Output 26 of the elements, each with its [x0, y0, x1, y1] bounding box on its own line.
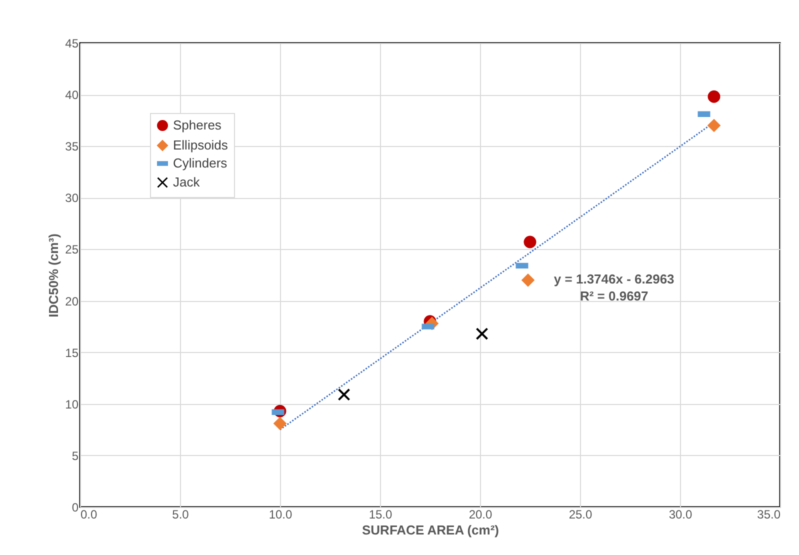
- x-tick-label: 30.0: [668, 508, 692, 522]
- x-axis-title: SURFACE AREA (cm²): [362, 522, 499, 538]
- x-tick-label: 25.0: [568, 508, 592, 522]
- y-tick-label: 30: [65, 191, 79, 206]
- legend-label: Ellipsoids: [173, 138, 228, 152]
- y-tick-label: 0: [72, 500, 79, 514]
- y-tick-label: 20: [65, 294, 79, 308]
- y-axis-title: IDC50% (cm³): [46, 234, 62, 318]
- y-tick-label: 10: [65, 397, 79, 412]
- y-tick-label: 40: [65, 88, 79, 102]
- x-tick-label: 20.0: [468, 508, 492, 522]
- x-tick-label: 10.0: [268, 508, 292, 522]
- y-tick-label: 45: [65, 36, 79, 50]
- y-tick-label: 5: [72, 448, 79, 463]
- annotation: R² = 0.9697: [580, 288, 648, 304]
- annotation: y = 1.3746x - 6.2963: [554, 272, 674, 287]
- legend-label: Jack: [173, 174, 200, 190]
- legend-label: Cylinders: [173, 156, 228, 170]
- y-tick-label: 35: [65, 140, 79, 154]
- x-tick-label: 0.0: [80, 508, 98, 522]
- x-tick-label: 5.0: [172, 508, 190, 522]
- x-tick-label: 35.0: [757, 508, 781, 522]
- legend-label: Spheres: [173, 118, 222, 132]
- y-tick-label: 25: [65, 242, 79, 257]
- y-tick-label: 15: [65, 346, 79, 360]
- x-tick-label: 15.0: [368, 508, 392, 522]
